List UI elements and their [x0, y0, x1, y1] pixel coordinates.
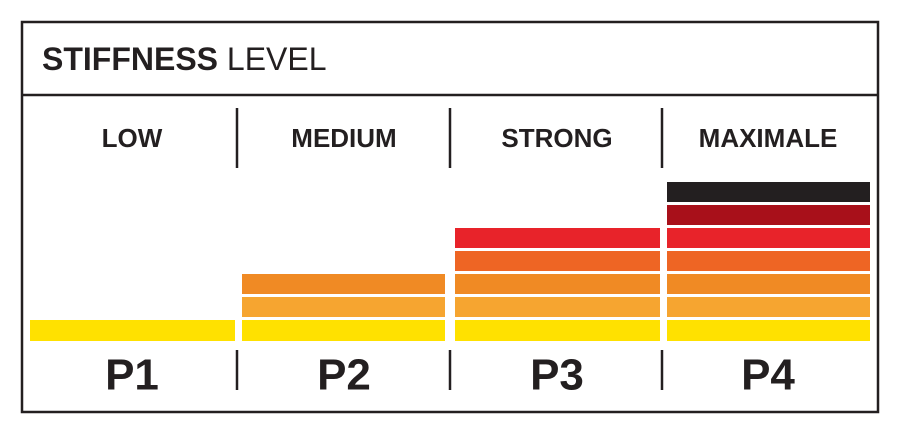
stripe — [667, 320, 870, 341]
level-code: P4 — [741, 351, 795, 400]
title: STIFFNESS LEVEL — [42, 41, 327, 77]
stripes-p3 — [455, 228, 660, 341]
title-bold: STIFFNESS — [42, 41, 218, 77]
stripe — [455, 251, 660, 271]
stripes-p1 — [30, 320, 235, 341]
stripes-p2 — [242, 274, 445, 341]
level-code: P3 — [530, 351, 584, 400]
level-label: STRONG — [501, 123, 612, 153]
stripe — [242, 274, 445, 294]
stripe — [667, 228, 870, 248]
stripes-p4 — [667, 182, 870, 341]
stripe — [455, 297, 660, 317]
stripe — [667, 251, 870, 271]
stripe — [667, 297, 870, 317]
stripe — [242, 297, 445, 317]
stripe — [242, 320, 445, 341]
level-code: P2 — [317, 351, 371, 400]
level-label: MEDIUM — [291, 123, 396, 153]
stripe — [667, 182, 870, 202]
level-label: LOW — [102, 123, 163, 153]
stripe — [455, 320, 660, 341]
stripe — [30, 320, 235, 341]
title-rest: LEVEL — [227, 41, 327, 77]
stripe — [455, 228, 660, 248]
level-code: P1 — [105, 351, 159, 400]
stripe — [667, 205, 870, 225]
level-label: MAXIMALE — [699, 123, 838, 153]
stripe — [455, 274, 660, 294]
stripe — [667, 274, 870, 294]
